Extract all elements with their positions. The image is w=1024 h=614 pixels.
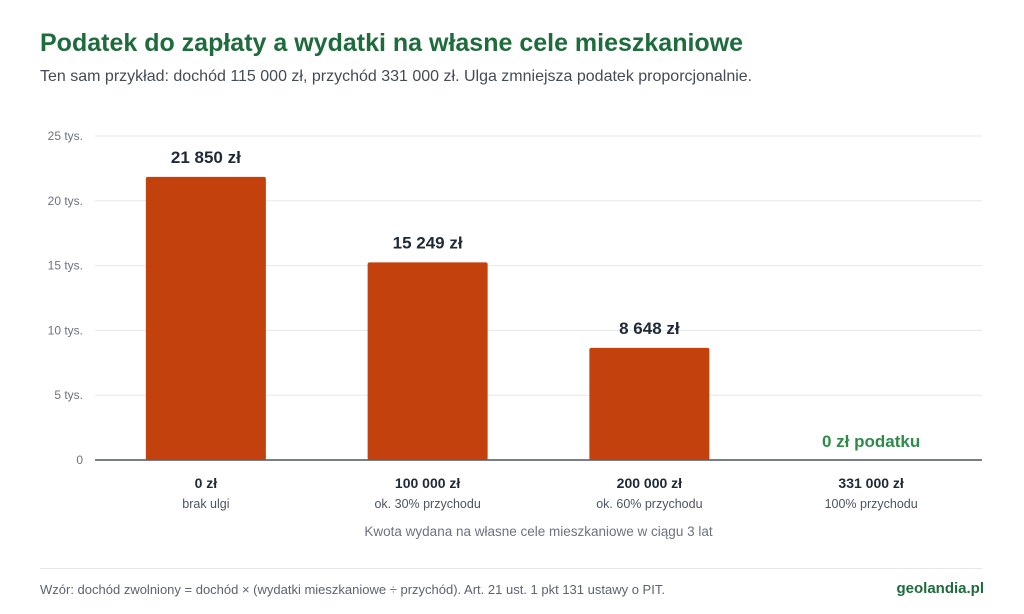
x-tick-sublabel: 100% przychodu (825, 497, 918, 511)
y-tick-label: 25 tys. (48, 129, 83, 143)
x-tick-label: 0 zł (195, 475, 218, 491)
x-tick-sublabel: brak ulgi (182, 497, 229, 511)
y-tick-label: 5 tys. (54, 388, 83, 402)
chart-title: Podatek do zapłaty a wydatki na własne c… (40, 29, 744, 57)
x-tick-label: 100 000 zł (395, 475, 460, 491)
chart-subtitle: Ten sam przykład: dochód 115 000 zł, prz… (40, 68, 753, 85)
x-tick-sublabel: ok. 60% przychodu (596, 497, 702, 511)
y-tick-label: 20 tys. (48, 194, 83, 208)
footnote: Wzór: dochód zwolniony = dochód × (wydat… (40, 582, 665, 597)
bar-value-label: 15 249 zł (393, 233, 463, 252)
bar (589, 347, 710, 460)
y-tick-label: 10 tys. (48, 323, 83, 337)
bar (145, 176, 266, 460)
bar-value-label: 8 648 zł (619, 319, 680, 338)
x-tick-sublabel: ok. 30% przychodu (374, 497, 480, 511)
footer-divider (40, 568, 982, 569)
bar-value-label: 0 zł podatku (822, 432, 920, 451)
brand-logo-text: geolandia.pl (896, 580, 984, 597)
x-tick-label: 331 000 zł (838, 475, 903, 491)
x-tick-label: 200 000 zł (617, 475, 682, 491)
x-axis-title: Kwota wydana na własne cele mieszkaniowe… (364, 524, 712, 539)
bar (367, 262, 488, 460)
y-tick-label: 15 tys. (48, 259, 83, 273)
y-tick-label: 0 (76, 453, 83, 467)
bar-value-label: 21 850 zł (171, 148, 241, 167)
